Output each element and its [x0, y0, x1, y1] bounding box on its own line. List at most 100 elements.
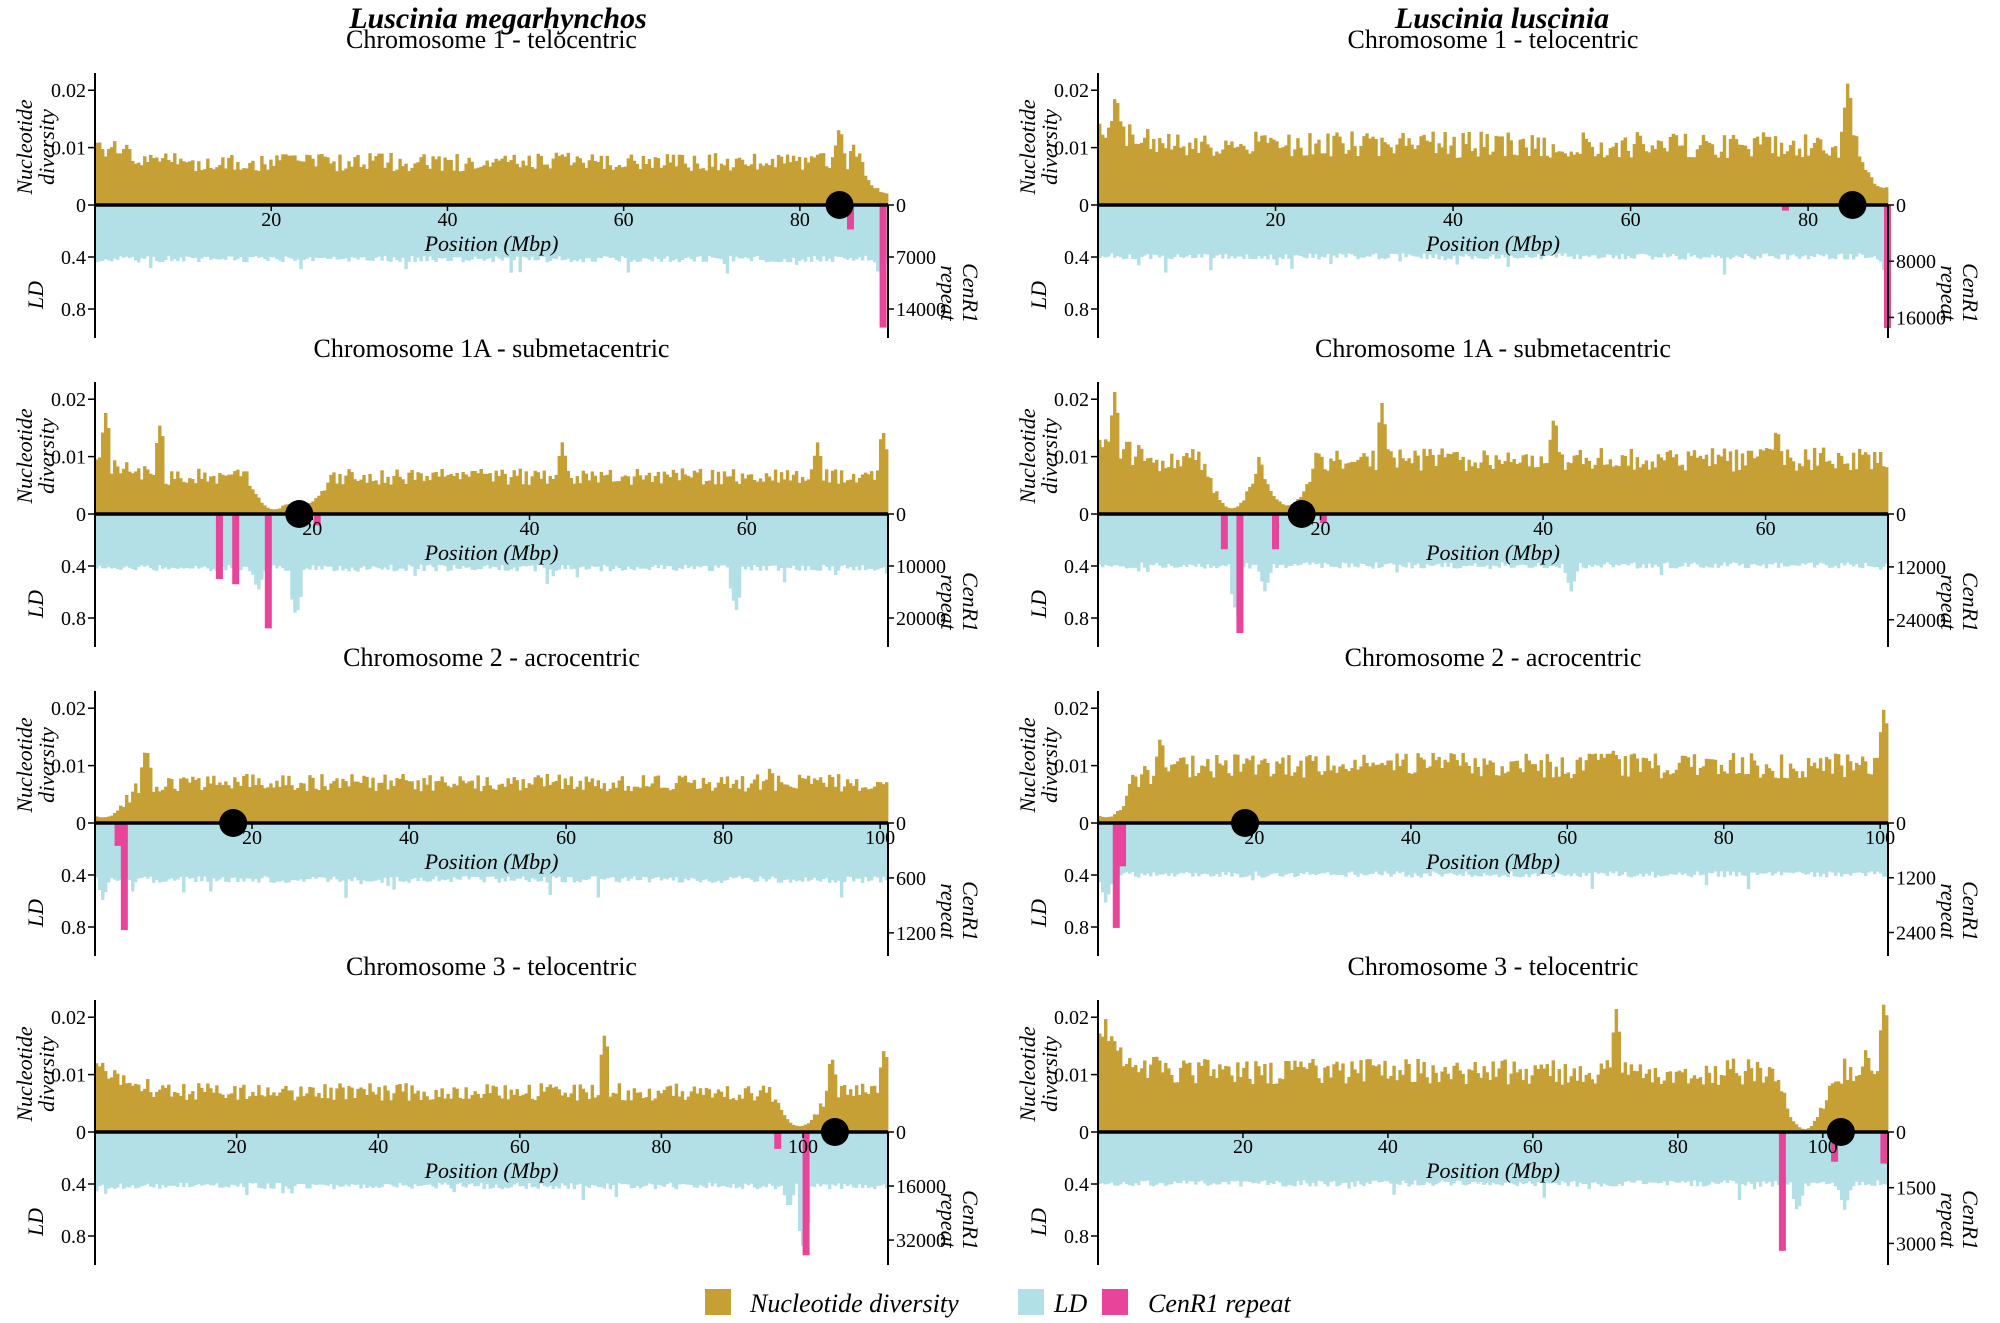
ld-bar: [1416, 205, 1420, 257]
ld-bar: [470, 205, 474, 260]
diversity-bar: [206, 1083, 210, 1132]
diversity-bar: [335, 483, 339, 514]
ld-bar: [143, 514, 147, 567]
ld-bar: [644, 205, 649, 259]
ld-bar: [1200, 1132, 1204, 1181]
ld-bar: [1857, 205, 1862, 254]
ld-bar: [263, 205, 267, 260]
ld-bar: [317, 205, 321, 258]
ld-bar: [1206, 823, 1210, 875]
ld-bar: [1320, 205, 1324, 257]
ld-bar: [1320, 823, 1324, 874]
ld-bar: [1575, 823, 1579, 876]
ld-bar: [1485, 823, 1489, 875]
diversity-bar: [698, 468, 703, 514]
ld-bar: [542, 205, 546, 258]
ld-bar: [1614, 1132, 1619, 1187]
ld-bar: [674, 514, 679, 571]
diversity-bar: [200, 1087, 204, 1132]
diversity-bar: [104, 156, 108, 205]
diversity-bar: [881, 784, 886, 823]
ld-bar: [1467, 514, 1471, 566]
diversity-bar: [635, 786, 640, 823]
ld-bar: [605, 823, 610, 879]
ld-bar: [797, 823, 802, 881]
diversity-bar: [131, 791, 135, 823]
ld-bar: [1659, 514, 1664, 576]
diversity-bar: [1374, 470, 1378, 514]
ld-bar: [677, 1132, 682, 1185]
diversity-bar: [614, 787, 619, 823]
diversity-bar: [1275, 761, 1279, 823]
diversity-bar: [173, 478, 177, 514]
ld-bar: [371, 823, 375, 882]
ld-bar: [1767, 514, 1772, 565]
ld-bar: [152, 514, 156, 571]
diversity-bar: [1230, 1075, 1234, 1132]
ld-bar: [185, 823, 189, 877]
diversity-bar: [359, 167, 363, 205]
ld-bar: [98, 205, 102, 262]
diversity-bar: [647, 1088, 652, 1132]
ld-bar: [812, 823, 817, 878]
diversity-bar: [1317, 771, 1321, 823]
ld-bar: [1833, 514, 1838, 566]
ld-bar: [719, 205, 724, 260]
ld-bar: [1308, 823, 1312, 875]
diversity-bar: [1581, 464, 1586, 514]
diversity-bar: [1740, 453, 1745, 514]
diversity-bar: [1335, 450, 1339, 514]
ld-axis-label: LD: [1026, 1208, 1051, 1237]
ld-bar: [590, 1132, 595, 1185]
cenr1-bar: [120, 823, 128, 931]
diversity-bar: [1731, 1058, 1736, 1132]
diversity-bar: [635, 163, 640, 205]
diversity-bar: [1638, 771, 1643, 823]
ld-bar: [1662, 1132, 1667, 1182]
diversity-bar: [521, 484, 525, 514]
diversity-bar: [1191, 149, 1195, 205]
diversity-bar: [1557, 1069, 1561, 1132]
diversity-bar: [1851, 1080, 1856, 1132]
ld-bar: [440, 205, 444, 259]
diversity-bar: [257, 1085, 261, 1132]
ld-bar: [524, 823, 528, 881]
diversity-bar: [1809, 766, 1814, 823]
diversity-bar: [1428, 449, 1432, 514]
ld-bar: [407, 1132, 411, 1187]
diversity-bar: [413, 789, 417, 823]
ld-bar: [1419, 205, 1423, 259]
diversity-bar: [1413, 450, 1417, 514]
diversity-bar: [446, 785, 450, 823]
ld-bar: [317, 823, 321, 878]
ld-bar: [389, 1132, 393, 1185]
ld-bar: [1833, 205, 1838, 260]
diversity-bar: [266, 507, 270, 514]
diversity-bar: [1791, 461, 1796, 514]
ld-bar: [1521, 514, 1525, 565]
diversity-bar: [1731, 471, 1736, 514]
diversity-bar: [821, 480, 826, 514]
ld-bar: [1494, 823, 1498, 875]
ld-bar: [1707, 1132, 1712, 1185]
ld-bar: [437, 205, 441, 258]
ld-bar: [1245, 1132, 1249, 1182]
diversity-bar: [248, 1096, 252, 1132]
ld-bar: [1743, 205, 1748, 255]
diversity-bar: [1176, 459, 1180, 514]
diversity-bar: [629, 1100, 634, 1132]
ld-bar: [1632, 205, 1637, 259]
diversity-bar: [101, 432, 105, 514]
x-axis-label: Position (Mbp): [1425, 849, 1560, 874]
ld-bar: [1551, 205, 1555, 254]
diversity-bar: [764, 779, 769, 823]
ld-bar: [1851, 514, 1856, 567]
diversity-bar: [476, 1093, 480, 1132]
ld-bar: [767, 514, 772, 566]
diversity-bar: [161, 789, 165, 823]
diversity-bar: [818, 153, 823, 205]
diversity-bar: [656, 158, 661, 205]
ld-bar: [1587, 205, 1592, 257]
chart-panel-7: Chromosome 3 - telocentric0.020.0100.40.…: [12, 952, 983, 1265]
diversity-bar: [1305, 484, 1309, 514]
